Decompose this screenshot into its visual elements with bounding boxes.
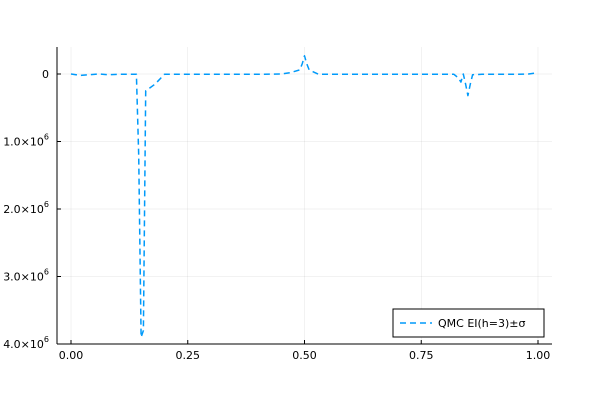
y-tick-exponent: 6 [44,335,49,344]
y-tick-label: 4.0×106 [3,335,49,351]
y-tick-label: 0 [42,68,49,81]
y-tick-label: 3.0×106 [3,268,49,284]
y-tick-label: 2.0×106 [3,200,49,216]
y-tick-label: 1.0×106 [3,133,49,149]
y-tick-exponent: 6 [44,200,49,209]
x-tick-label: 0.50 [292,349,317,362]
series-line [70,55,539,339]
x-tick-label: 0.25 [176,349,201,362]
y-axis-ticks: 0 1.0×106 2.0×106 3.0×106 4.0×106 [3,68,61,351]
series-layer [70,55,539,339]
x-tick-label: 0.00 [59,349,84,362]
y-tick-exponent: 6 [44,133,49,142]
x-axis-ticks: 0.00 0.25 0.50 0.75 1.00 [59,340,550,362]
legend-box [392,308,545,338]
legend: QMC EI(h=3)±σ [392,308,545,338]
y-tick-exponent: 6 [44,268,49,277]
x-tick-label: 0.75 [409,349,434,362]
legend-label: QMC EI(h=3)±σ [438,317,526,330]
x-tick-label: 1.00 [526,349,551,362]
